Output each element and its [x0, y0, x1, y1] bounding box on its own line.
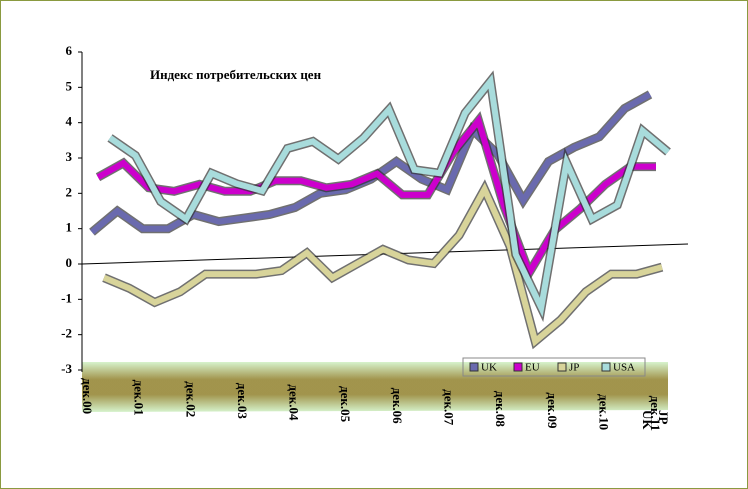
x-tick-label: дек.03	[235, 383, 250, 420]
x-tick-label: дек.05	[338, 386, 353, 423]
y-tick-label: 2	[66, 184, 73, 199]
y-tick-label: 6	[66, 43, 73, 58]
y-tick-label: -1	[61, 290, 72, 305]
x-tick-label: дек.06	[390, 388, 405, 425]
legend-label: UK	[481, 362, 497, 374]
legend-swatch	[601, 362, 611, 372]
y-tick-label: -3	[61, 361, 72, 376]
legend-swatch	[557, 362, 567, 372]
x-tick-label: дек.08	[493, 391, 508, 428]
y-tick-label: 5	[66, 78, 73, 93]
y-tick-label: 3	[66, 149, 73, 164]
legend-label: JP	[569, 362, 579, 374]
x-tick-label: дек.10	[596, 394, 611, 430]
series-line	[102, 182, 663, 347]
legend: UK EU JP USA	[462, 357, 646, 377]
x-tick-label: дек.02	[183, 381, 198, 417]
y-tick-label: 4	[66, 114, 73, 129]
depth-tick-label: UK	[640, 410, 655, 430]
legend-label: USA	[613, 362, 635, 374]
series-line	[108, 74, 670, 318]
legend-box	[462, 357, 646, 377]
x-tick-label: дек.07	[441, 389, 456, 426]
legend-label: EU	[525, 362, 540, 374]
legend-swatch	[513, 362, 523, 372]
y-tick-label: 1	[66, 220, 73, 235]
legend-swatch	[469, 362, 479, 372]
x-tick-label: дек.11	[648, 396, 663, 431]
y-tick-label: -2	[61, 326, 72, 341]
chart-title: Индекс потребительских цен	[150, 67, 322, 82]
x-tick-label: дек.00	[80, 378, 95, 414]
x-tick-label: дек.09	[545, 392, 560, 429]
depth-tick-label: JP	[656, 410, 671, 425]
x-tick-label: дек.04	[287, 384, 302, 421]
floor	[82, 362, 668, 412]
y-tick-label: 0	[66, 255, 73, 270]
x-tick-label: дек.01	[132, 380, 147, 416]
series-line	[96, 114, 656, 280]
